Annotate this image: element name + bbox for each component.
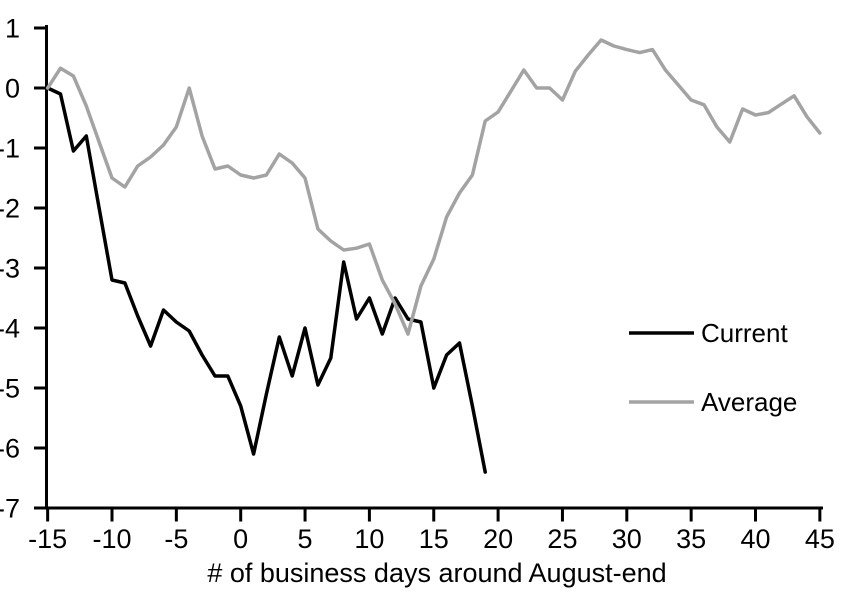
x-tick-label: 35 bbox=[676, 524, 706, 554]
x-tick-label: -15 bbox=[28, 524, 67, 554]
y-tick-label: -4 bbox=[0, 314, 20, 344]
x-tick-label: 40 bbox=[740, 524, 770, 554]
x-tick-label: 15 bbox=[419, 524, 449, 554]
x-tick-label: 10 bbox=[354, 524, 384, 554]
y-tick-label: -7 bbox=[0, 494, 20, 524]
axis-tick-labels: 10-1-2-3-4-5-6-7-15-10-50510152025303540… bbox=[0, 14, 835, 555]
x-axis-title: # of business days around August-end bbox=[207, 558, 666, 588]
axes bbox=[45, 25, 823, 510]
x-tick-label: 30 bbox=[612, 524, 642, 554]
x-tick-label: 5 bbox=[298, 524, 313, 554]
x-tick-label: -10 bbox=[92, 524, 131, 554]
legend-current-label: Current bbox=[701, 318, 788, 348]
legend: Current Average bbox=[629, 318, 797, 417]
axis-ticks bbox=[34, 26, 822, 522]
y-tick-label: -5 bbox=[0, 374, 20, 404]
x-tick-label: 25 bbox=[547, 524, 577, 554]
series-current-line bbox=[45, 86, 487, 474]
x-tick-label: -5 bbox=[164, 524, 188, 554]
y-tick-label: 0 bbox=[5, 74, 20, 104]
data-series bbox=[45, 38, 822, 474]
y-tick-label: -3 bbox=[0, 254, 20, 284]
legend-average-label: Average bbox=[701, 387, 797, 417]
y-tick-label: 1 bbox=[5, 14, 20, 44]
x-tick-label: 0 bbox=[233, 524, 248, 554]
x-tick-label: 45 bbox=[805, 524, 835, 554]
y-tick-label: -6 bbox=[0, 434, 20, 464]
series-average-line bbox=[45, 38, 822, 336]
y-tick-label: -1 bbox=[0, 134, 20, 164]
y-tick-label: -2 bbox=[0, 194, 20, 224]
x-tick-label: 20 bbox=[483, 524, 513, 554]
